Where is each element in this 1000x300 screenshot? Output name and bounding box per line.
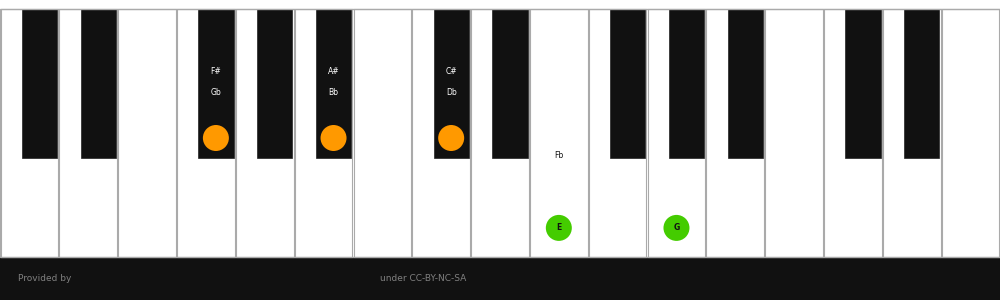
Ellipse shape: [438, 125, 464, 151]
Bar: [706, 9, 764, 256]
Text: C#: C#: [445, 67, 457, 76]
Bar: [1, 9, 58, 256]
Bar: [530, 9, 588, 256]
Bar: [412, 9, 470, 256]
Ellipse shape: [663, 215, 689, 241]
Bar: [354, 9, 411, 256]
Bar: [610, 9, 645, 158]
Bar: [81, 9, 116, 158]
Bar: [589, 9, 646, 256]
Bar: [59, 9, 117, 256]
Bar: [471, 9, 529, 256]
Bar: [118, 9, 176, 256]
Text: Bb: Bb: [329, 88, 339, 97]
Bar: [295, 9, 352, 256]
Bar: [198, 9, 234, 158]
Bar: [845, 9, 881, 158]
Bar: [22, 9, 57, 158]
Ellipse shape: [321, 125, 347, 151]
Bar: [883, 9, 941, 256]
Bar: [648, 9, 705, 256]
Bar: [236, 9, 294, 256]
Text: Fb: Fb: [554, 152, 563, 160]
Bar: [0, 256, 1000, 300]
Bar: [257, 9, 292, 158]
Bar: [824, 9, 882, 256]
Bar: [434, 9, 469, 158]
Bar: [728, 9, 763, 158]
Ellipse shape: [203, 125, 229, 151]
Bar: [765, 9, 823, 256]
Text: Db: Db: [446, 88, 457, 97]
Bar: [177, 9, 235, 256]
Text: F#: F#: [211, 67, 221, 76]
Text: E: E: [556, 224, 561, 232]
Bar: [0, 9, 1000, 256]
Bar: [492, 9, 528, 158]
Text: Provided by: Provided by: [18, 274, 71, 283]
Text: under CC-BY-NC-SA: under CC-BY-NC-SA: [380, 274, 466, 283]
Bar: [942, 9, 999, 256]
Bar: [669, 9, 704, 158]
Text: A#: A#: [328, 67, 339, 76]
Bar: [904, 9, 939, 158]
Text: Gb: Gb: [211, 88, 221, 97]
Ellipse shape: [546, 215, 572, 241]
Text: G: G: [673, 224, 680, 232]
Bar: [316, 9, 351, 158]
